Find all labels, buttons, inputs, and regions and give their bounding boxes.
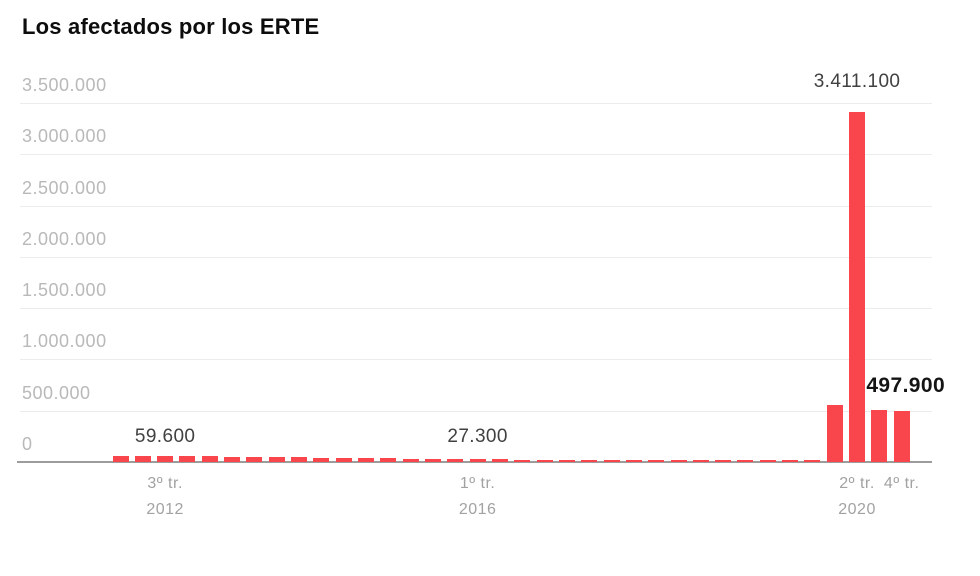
bar-1--tr--2018 bbox=[648, 460, 665, 462]
bar-3--tr--2014 bbox=[335, 458, 352, 462]
bar-1--tr--2017 bbox=[558, 460, 575, 462]
bar-3--tr--2020 bbox=[871, 410, 888, 462]
x-tick-label: 1º tr. bbox=[459, 475, 496, 492]
bar-2--tr--2016 bbox=[491, 459, 508, 462]
x-tick-label: 3º tr. bbox=[147, 475, 183, 492]
bar-2--tr--2015 bbox=[402, 459, 419, 462]
bar-3--tr--2017 bbox=[603, 460, 620, 462]
gridline bbox=[20, 308, 932, 310]
bar-2--tr--2014 bbox=[313, 458, 330, 462]
y-tick-label: 2.500.000 bbox=[22, 177, 107, 198]
gridline bbox=[20, 256, 932, 258]
bar-3--tr--2019 bbox=[782, 460, 799, 462]
bar-2--tr--2012 bbox=[134, 456, 151, 462]
y-tick-label: 500.000 bbox=[22, 382, 91, 403]
bar-2--tr--2019 bbox=[759, 460, 776, 462]
bar-4--tr--2016 bbox=[536, 460, 553, 462]
x-tick-label: 2º tr. bbox=[839, 475, 875, 492]
value-label: 27.300 bbox=[447, 426, 508, 447]
bar-2--tr--2013 bbox=[224, 457, 241, 462]
bar-3--tr--2018 bbox=[692, 460, 709, 462]
x-tick-label: 2012 bbox=[146, 501, 184, 518]
bar-3--tr--2016 bbox=[514, 460, 531, 462]
bar-3--tr--2015 bbox=[424, 459, 441, 462]
bar-4--tr--2012 bbox=[179, 456, 196, 462]
bar-4--tr--2019 bbox=[804, 460, 821, 462]
bar-1--tr--2016 bbox=[469, 459, 486, 462]
gridline bbox=[20, 103, 932, 104]
bar-2--tr--2018 bbox=[670, 460, 687, 462]
bar-1--tr--2012 bbox=[112, 456, 129, 462]
bar-3--tr--2013 bbox=[246, 457, 263, 462]
value-label: 497.900 bbox=[866, 374, 946, 397]
bar-1--tr--2013 bbox=[201, 456, 218, 462]
bar-4--tr--2020 bbox=[893, 411, 910, 462]
y-tick-label: 3.500.000 bbox=[22, 75, 107, 95]
chart-title: Los afectados por los ERTE bbox=[22, 14, 320, 39]
x-tick-label: 4º tr. bbox=[883, 475, 920, 492]
y-tick-label: 3.000.000 bbox=[22, 126, 107, 147]
x-axis-line bbox=[17, 461, 932, 463]
bar-4--tr--2015 bbox=[447, 459, 464, 462]
bar-2--tr--2020 bbox=[849, 112, 866, 462]
value-label: 59.600 bbox=[134, 426, 196, 447]
value-label: 3.411.100 bbox=[813, 71, 901, 92]
y-tick-label: 2.000.000 bbox=[22, 228, 107, 249]
bar-1--tr--2015 bbox=[380, 458, 397, 462]
y-tick-label: 1.500.000 bbox=[22, 280, 107, 301]
y-tick-label: 1.000.000 bbox=[22, 331, 107, 352]
x-tick-label: 2020 bbox=[838, 501, 876, 518]
bar-2--tr--2017 bbox=[581, 460, 598, 462]
gridline bbox=[20, 205, 932, 207]
bar-1--tr--2014 bbox=[291, 457, 308, 462]
bar-1--tr--2019 bbox=[737, 460, 754, 462]
bar-1--tr--2020 bbox=[826, 405, 843, 462]
bar-4--tr--2018 bbox=[715, 460, 732, 462]
bar-4--tr--2014 bbox=[358, 458, 375, 462]
gridline bbox=[20, 410, 932, 412]
y-tick-label: 0 bbox=[22, 434, 33, 454]
x-tick-label: 2016 bbox=[458, 501, 497, 518]
gridline bbox=[20, 154, 932, 156]
bar-3--tr--2012 bbox=[157, 456, 174, 462]
gridline bbox=[20, 359, 932, 361]
bar-4--tr--2017 bbox=[625, 460, 642, 462]
bar-4--tr--2013 bbox=[268, 457, 285, 462]
